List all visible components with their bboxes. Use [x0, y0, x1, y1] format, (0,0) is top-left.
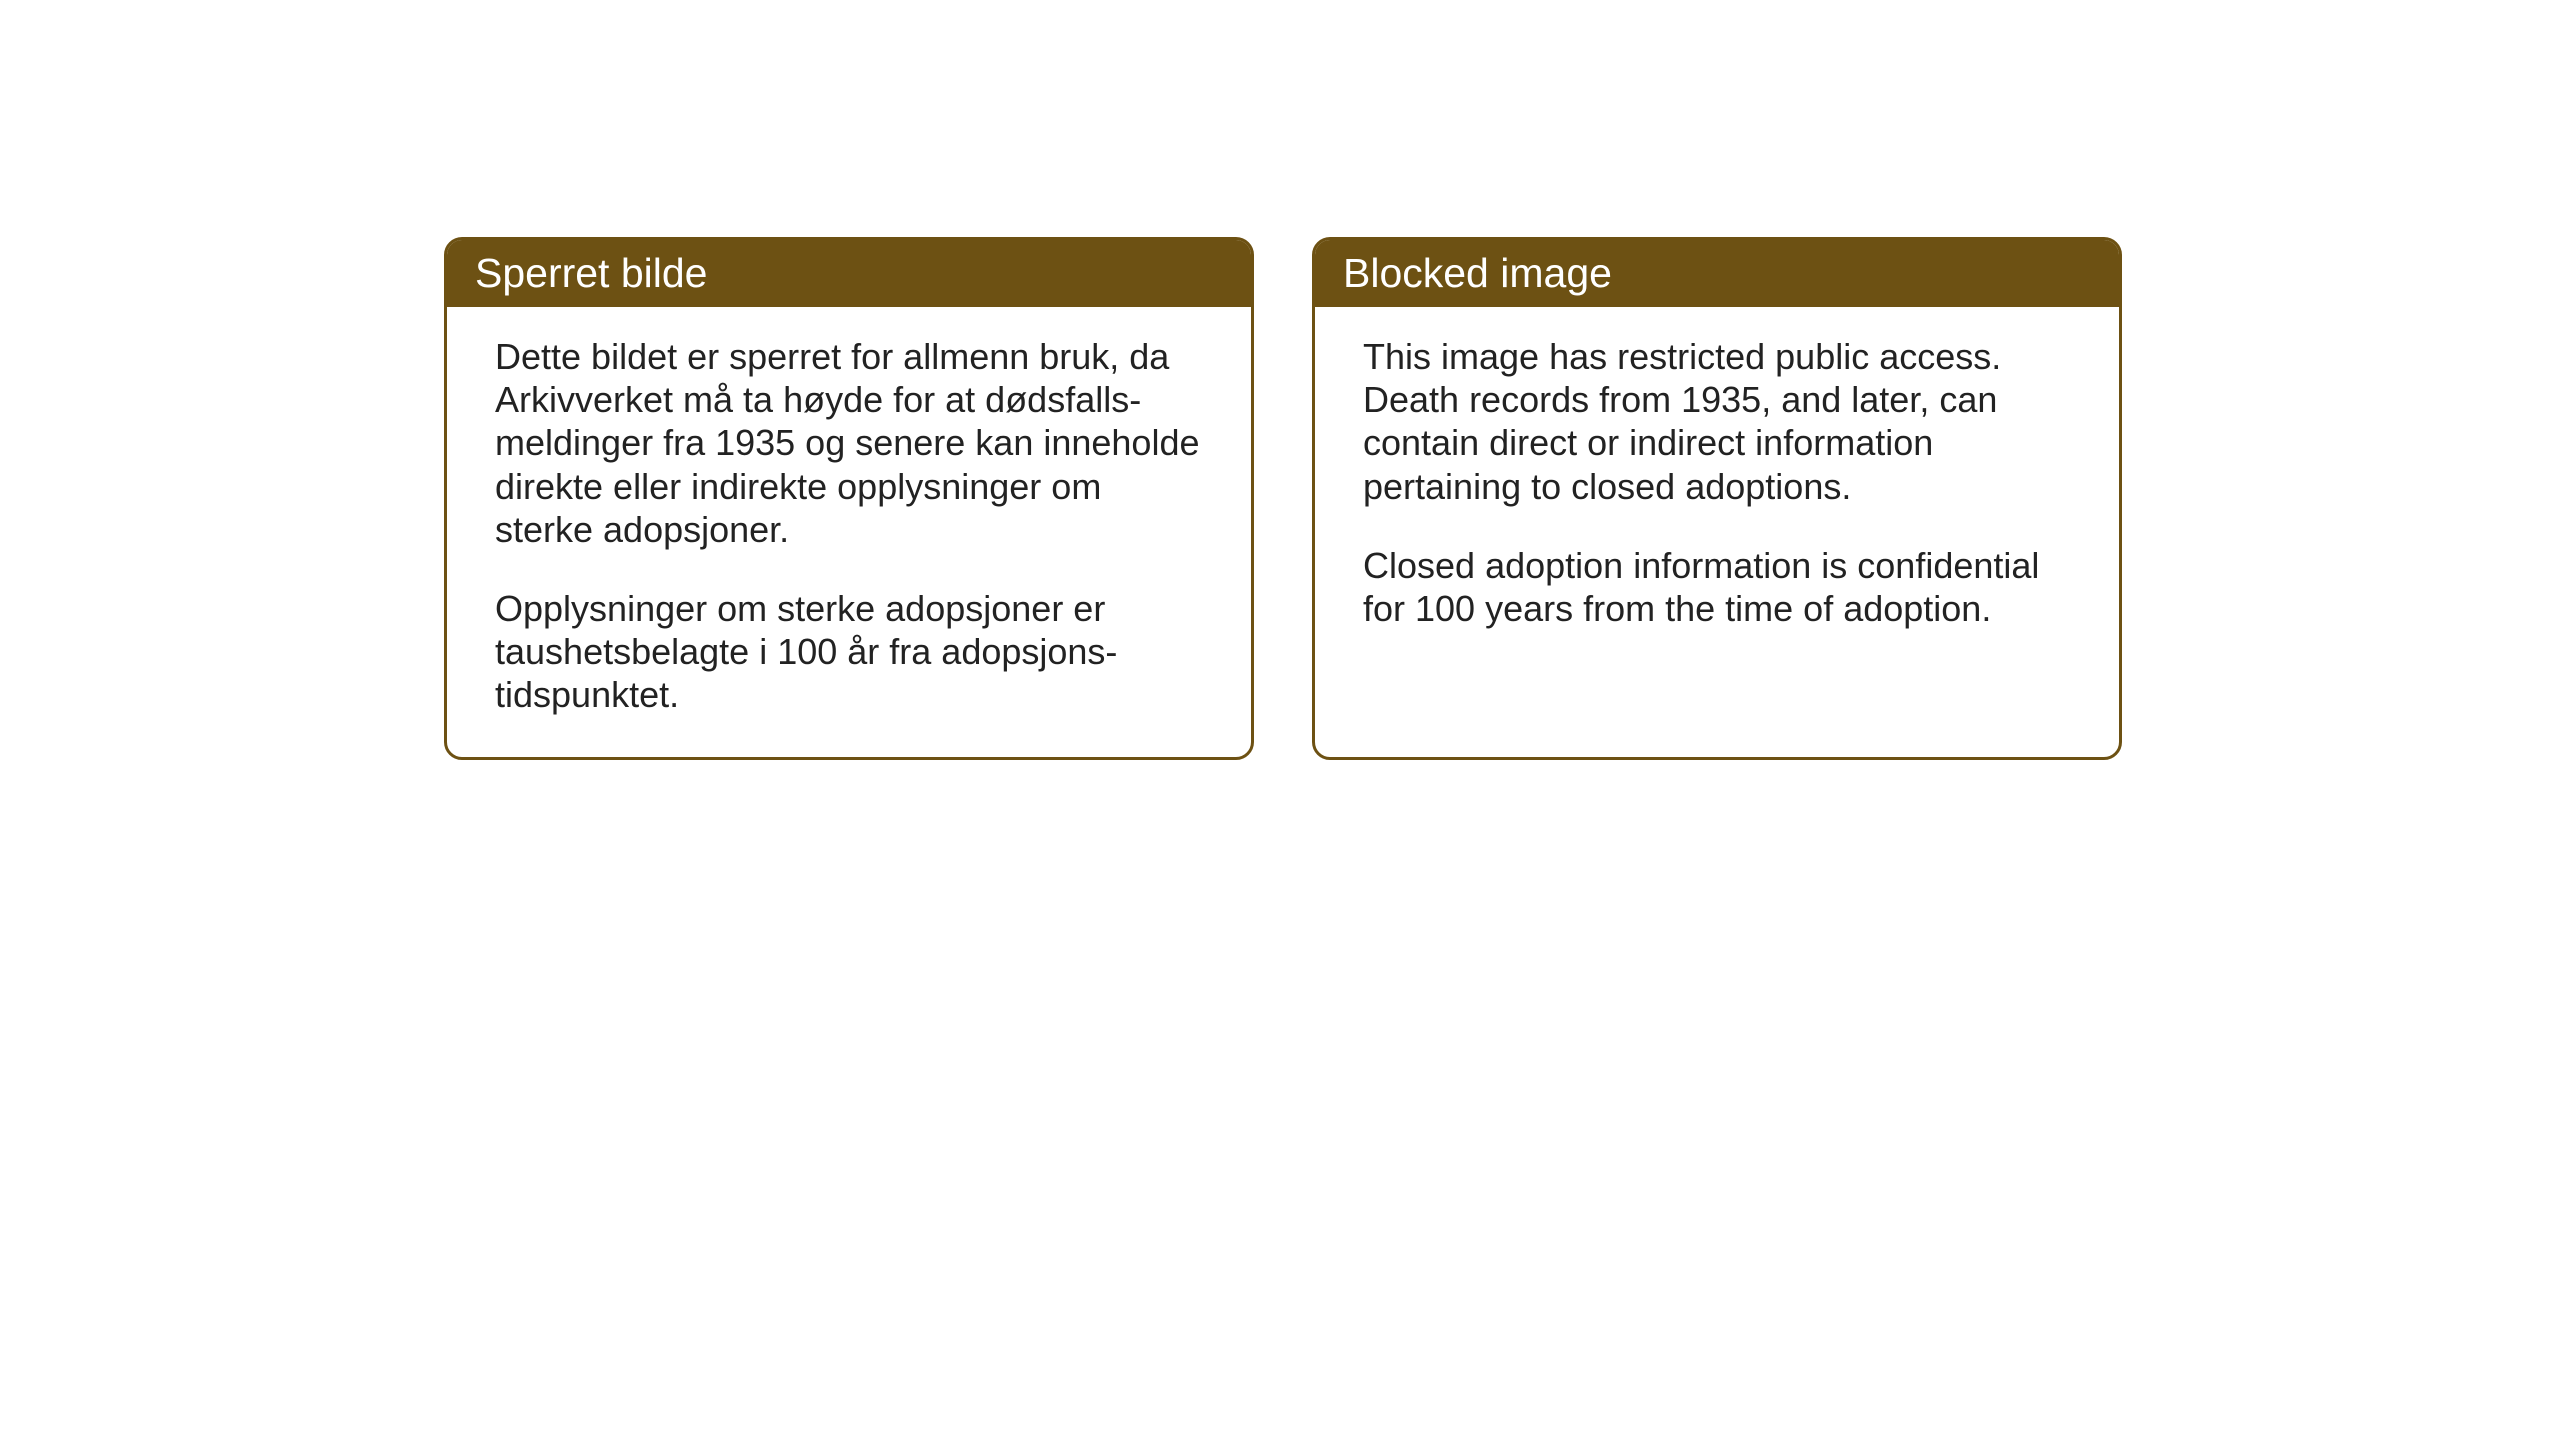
norwegian-paragraph-1: Dette bildet er sperret for allmenn bruk…	[495, 335, 1203, 551]
english-notice-card: Blocked image This image has restricted …	[1312, 237, 2122, 760]
norwegian-notice-card: Sperret bilde Dette bildet er sperret fo…	[444, 237, 1254, 760]
norwegian-card-title: Sperret bilde	[447, 240, 1251, 307]
english-paragraph-2: Closed adoption information is confident…	[1363, 544, 2071, 630]
english-card-title: Blocked image	[1315, 240, 2119, 307]
notice-container: Sperret bilde Dette bildet er sperret fo…	[444, 237, 2122, 760]
norwegian-card-body: Dette bildet er sperret for allmenn bruk…	[447, 307, 1251, 757]
english-card-body: This image has restricted public access.…	[1315, 307, 2119, 670]
english-paragraph-1: This image has restricted public access.…	[1363, 335, 2071, 508]
norwegian-paragraph-2: Opplysninger om sterke adopsjoner er tau…	[495, 587, 1203, 717]
